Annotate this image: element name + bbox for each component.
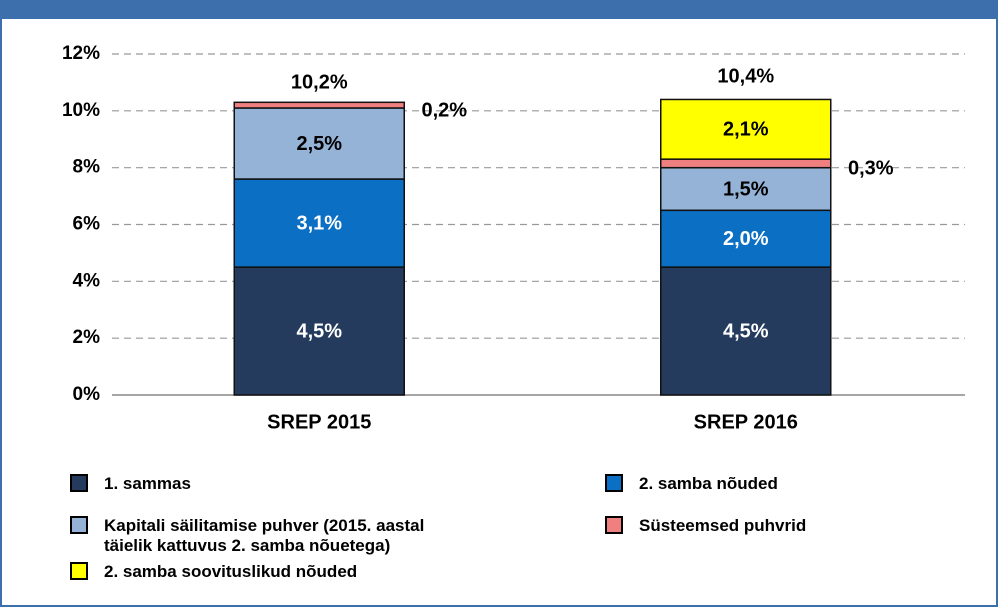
value-label: 3,1% — [296, 212, 342, 234]
bar-segment — [233, 107, 405, 180]
legend-swatch — [70, 474, 88, 492]
total-label: 10,2% — [291, 71, 348, 93]
legend-swatch — [605, 516, 623, 534]
legend-swatch — [605, 474, 623, 492]
legend-label: 1. sammas — [104, 474, 191, 493]
x-tick-label: SREP 2016 — [694, 411, 798, 433]
bar-segment — [233, 178, 405, 268]
value-label: 4,5% — [723, 320, 769, 342]
bar-segment — [660, 158, 832, 169]
bar-segment — [233, 101, 405, 109]
value-label: 2,0% — [723, 228, 769, 250]
value-label: 2,5% — [296, 133, 342, 155]
x-tick-label: SREP 2015 — [267, 411, 371, 433]
y-tick-label: 4% — [73, 270, 101, 291]
y-tick-label: 8% — [73, 157, 101, 178]
value-label: 0,3% — [848, 158, 894, 180]
legend-item: Süsteemsed puhvrid — [605, 516, 806, 536]
bar-segment — [660, 209, 832, 268]
y-tick-label: 12% — [62, 43, 100, 64]
total-label: 10,4% — [717, 66, 774, 88]
value-label: 1,5% — [723, 178, 769, 200]
value-label: 4,5% — [296, 320, 342, 342]
y-tick-label: 0% — [73, 384, 101, 405]
legend-item: Kapitali säilitamise puhver (2015. aasta… — [70, 516, 450, 556]
legend-item: 2. samba soovituslikud nõuded — [70, 562, 357, 582]
legend-label: Süsteemsed puhvrid — [639, 516, 807, 535]
y-tick-label: 6% — [73, 214, 101, 235]
legend-label: 2. samba nõuded — [639, 474, 778, 493]
title-banner — [0, 0, 998, 18]
value-label: 0,2% — [421, 99, 467, 121]
y-tick-label: 2% — [73, 327, 101, 348]
legend-item: 1. sammas — [70, 474, 191, 494]
y-tick-label: 10% — [62, 100, 100, 121]
value-label: 2,1% — [723, 119, 769, 141]
bar-segment — [660, 266, 832, 396]
bar-segment — [660, 98, 832, 160]
legend-swatch — [70, 516, 88, 534]
legend-item: 2. samba nõuded — [605, 474, 778, 494]
legend-label: Kapitali säilitamise puhver (2015. aasta… — [104, 516, 425, 555]
bar-segment — [233, 266, 405, 396]
legend-swatch — [70, 562, 88, 580]
legend-label: 2. samba soovituslikud nõuded — [104, 562, 358, 581]
